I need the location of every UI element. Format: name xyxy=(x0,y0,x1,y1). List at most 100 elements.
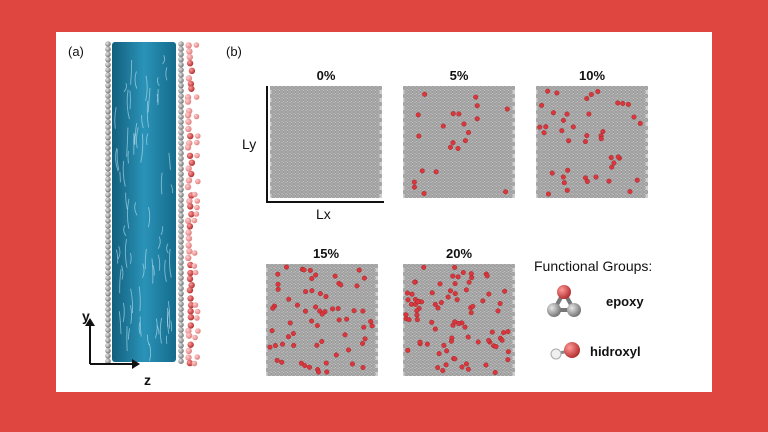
oxygen-atom xyxy=(484,273,490,279)
oxygen-atom xyxy=(432,326,438,332)
oxygen-atom xyxy=(474,103,480,109)
oxygen-atom xyxy=(459,364,465,370)
oxygen-atom xyxy=(360,308,366,314)
graphene-sheet-15pct xyxy=(266,264,378,376)
oxygen-atom xyxy=(466,279,472,285)
arrow-up-icon xyxy=(85,318,95,326)
oxygen-atom xyxy=(582,139,588,145)
oxygen-atom xyxy=(606,178,612,184)
oxygen-atom xyxy=(421,264,427,270)
water-channel xyxy=(112,42,176,362)
oxygen-atom xyxy=(417,339,423,345)
oxygen-atom xyxy=(483,362,489,368)
oxygen-atom xyxy=(609,164,615,170)
sheet-4-label: 20% xyxy=(445,246,473,261)
oxygen-atom xyxy=(360,341,366,347)
oxygen-atom xyxy=(313,304,319,310)
oxygen-atom xyxy=(286,296,292,302)
oxygen-atom xyxy=(468,271,474,277)
oxygen-atom xyxy=(462,138,468,144)
oxygen-atom xyxy=(429,319,435,325)
oxygen-atom xyxy=(333,352,339,358)
oxygen-atom xyxy=(416,133,422,139)
oxygen-atom xyxy=(450,273,456,279)
oxygen-atom xyxy=(435,305,441,311)
left-graphene-wall xyxy=(105,41,111,365)
oxygen-atom xyxy=(474,116,480,122)
oxygen-atom xyxy=(465,130,471,136)
oxygen-atom xyxy=(537,124,543,130)
oxygen-atom xyxy=(294,302,300,308)
oxygen-atom xyxy=(499,337,505,343)
oxygen-atom xyxy=(554,90,560,96)
oxygen-atom xyxy=(440,123,446,129)
oxygen-atom xyxy=(274,357,280,363)
oxygen-atom xyxy=(362,336,368,342)
oxygen-atom xyxy=(424,341,430,347)
oxygen-atom xyxy=(435,365,441,371)
oxygen-atom xyxy=(436,351,442,357)
oxygen-atom xyxy=(452,291,458,297)
oxygen-atom xyxy=(586,111,592,117)
oxygen-atom xyxy=(447,144,453,150)
oxygen-atom xyxy=(565,167,571,173)
oxygen-atom xyxy=(456,111,462,117)
oxygen-atom xyxy=(634,177,640,183)
oxygen-atom xyxy=(275,271,281,277)
oxygen-atom xyxy=(615,100,621,106)
oxygen-atom xyxy=(302,363,308,369)
oxygen-atom xyxy=(450,111,456,117)
oxygen-atom xyxy=(486,337,492,343)
oxygen-atom xyxy=(584,96,590,102)
oxygen-atom xyxy=(323,294,329,300)
oxygen-atom xyxy=(452,356,458,362)
oxygen-atom xyxy=(437,281,443,287)
graphene-sheet-0pct xyxy=(270,86,382,198)
panel-a-label: (a) xyxy=(68,44,84,59)
oxygen-atom xyxy=(323,360,329,366)
oxygen-atom xyxy=(584,178,590,184)
axis-z-label: z xyxy=(144,372,151,388)
oxygen-atom xyxy=(336,317,342,323)
graphene-sheet-10pct xyxy=(536,86,648,198)
oxygen-atom xyxy=(272,343,278,349)
graphene-sheet-5pct xyxy=(403,86,515,198)
oxygen-atom xyxy=(475,339,481,345)
oxygen-atom xyxy=(344,316,350,322)
oxygen-atom xyxy=(415,299,421,305)
oxygen-atom xyxy=(411,184,417,190)
oxygen-atom xyxy=(369,323,375,329)
oxygen-atom xyxy=(495,308,501,314)
oxygen-atom xyxy=(615,154,621,160)
oxygen-atom xyxy=(545,88,551,94)
oxygen-atom xyxy=(595,89,601,95)
oxygen-atom xyxy=(504,106,510,112)
arrow-right-icon xyxy=(132,359,140,369)
oxygen-atom xyxy=(349,361,355,367)
oxygen-atom xyxy=(414,308,420,314)
oxygen-atom xyxy=(287,320,293,326)
axis-y-label: y xyxy=(82,308,90,324)
oxygen-atom xyxy=(290,331,296,337)
oxygen-atom xyxy=(315,369,321,375)
oxygen-atom xyxy=(414,317,420,323)
oxygen-atom xyxy=(443,362,449,368)
oxygen-atom xyxy=(560,174,566,180)
oxygen-atom xyxy=(368,319,374,325)
axis-indicator xyxy=(85,318,140,369)
oxygen-atom xyxy=(584,133,590,139)
oxygen-atom xyxy=(480,298,486,304)
oxygen-atom xyxy=(450,140,456,146)
panel-b-label: (b) xyxy=(226,44,242,59)
oxygen-atom xyxy=(539,102,545,108)
oxygen-atom xyxy=(285,334,291,340)
oxygen-atom xyxy=(501,330,507,336)
oxygen-atom xyxy=(301,267,307,273)
oxygen-atom xyxy=(463,361,469,367)
oxygen-atom xyxy=(503,189,509,195)
oxygen-atom xyxy=(452,264,458,270)
legend-epoxy-label: epoxy xyxy=(606,294,644,309)
oxygen-atom xyxy=(330,306,336,312)
oxygen-atom xyxy=(465,366,471,372)
oxygen-atom xyxy=(497,301,503,307)
